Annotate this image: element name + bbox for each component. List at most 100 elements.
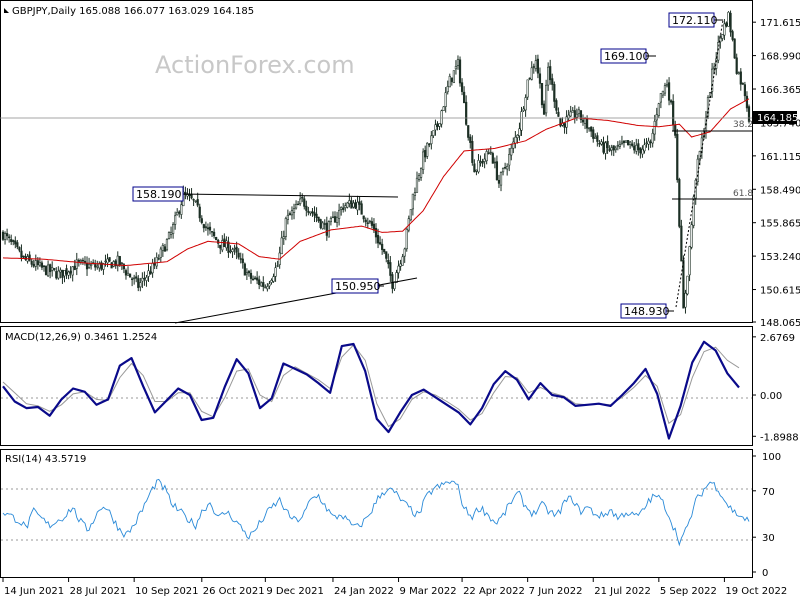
candle (467, 125, 470, 141)
candle (590, 126, 593, 137)
candle (143, 271, 146, 286)
candle (694, 178, 697, 205)
candle (444, 87, 447, 113)
candle (116, 251, 119, 272)
candle (432, 130, 435, 139)
candle (547, 62, 550, 91)
candle (212, 228, 216, 239)
candle (374, 223, 378, 244)
candle (294, 200, 298, 210)
callout-150-label: 150.950 (335, 280, 381, 293)
candle (169, 226, 173, 239)
resistance-trendline (179, 193, 399, 198)
candle (5, 228, 9, 241)
candle (690, 221, 693, 250)
rsi-title: RSI(14) 43.5719 (5, 454, 86, 465)
candle (270, 278, 273, 285)
callout-148-label: 148.930 (624, 305, 670, 318)
candle (684, 289, 687, 314)
moving-average-series (2, 98, 750, 267)
callout-169: 169.100 (600, 48, 650, 64)
candle (686, 275, 689, 296)
macd-axis: 2.6769 0.00 -1.8988 (752, 333, 799, 443)
rsi-tick-label: 30 (762, 533, 775, 544)
rsi-tick-label: 100 (762, 452, 781, 463)
candle (661, 90, 665, 99)
macd-panel-frame (0, 326, 753, 446)
candle (618, 140, 621, 150)
candle (508, 148, 511, 172)
candle (536, 54, 540, 79)
candle (239, 252, 242, 264)
candle (286, 209, 289, 225)
candle (485, 149, 488, 165)
candle (340, 206, 343, 216)
candle (305, 200, 308, 217)
candle (629, 140, 632, 149)
symbol-title: GBPJPY,Daily 165.088 166.077 163.029 164… (12, 6, 254, 17)
candle (446, 80, 449, 95)
candle (551, 73, 554, 91)
time-tick-label: 9 Mar 2022 (400, 586, 457, 597)
candle (42, 265, 46, 272)
candle (194, 200, 197, 203)
price-axis: 171.615168.990166.365163.740161.115158.4… (752, 18, 800, 329)
price-tick-label: 158.490 (760, 185, 800, 196)
candle (274, 262, 277, 282)
candle (596, 132, 599, 147)
candle (243, 262, 246, 276)
candle (333, 211, 337, 223)
candle (137, 275, 140, 292)
candle (665, 79, 669, 88)
candle (579, 110, 583, 124)
candle (163, 243, 167, 252)
price-tick-label: 148.065 (760, 318, 800, 329)
candle (594, 133, 597, 139)
candle (487, 148, 490, 155)
candle (378, 236, 382, 246)
candle (247, 269, 251, 277)
candle (329, 216, 333, 226)
candle (651, 128, 654, 148)
candle (614, 145, 617, 153)
candle (532, 63, 535, 74)
candle (22, 255, 25, 259)
candle (110, 262, 113, 269)
candle (530, 61, 533, 81)
candle (96, 260, 99, 270)
candle (188, 188, 191, 202)
candle (18, 246, 21, 253)
candle (469, 134, 472, 149)
candle (157, 254, 160, 261)
candle (221, 235, 224, 253)
candle (219, 244, 222, 255)
callout-158: 158.190 (132, 186, 184, 202)
candle (559, 117, 562, 128)
candle (215, 236, 218, 241)
candle (626, 140, 630, 146)
candle (81, 257, 85, 265)
candle (245, 268, 248, 281)
candle (49, 263, 52, 279)
candle (604, 141, 607, 160)
candle (397, 260, 400, 279)
candle (442, 106, 445, 111)
candle (268, 280, 271, 290)
candle (208, 222, 212, 235)
candle (721, 33, 724, 42)
callout-158-label: 158.190 (136, 188, 182, 201)
candle (309, 211, 312, 216)
candle (520, 106, 523, 136)
watermark: ActionForex.com (155, 51, 355, 79)
rsi-line (2, 478, 750, 547)
candle (229, 245, 232, 254)
candle (385, 251, 388, 263)
candle (401, 253, 404, 266)
candle (422, 148, 425, 175)
candle (739, 68, 742, 91)
candle (28, 251, 31, 262)
candle (284, 216, 287, 241)
macd-line (2, 340, 740, 440)
candle (454, 60, 458, 75)
